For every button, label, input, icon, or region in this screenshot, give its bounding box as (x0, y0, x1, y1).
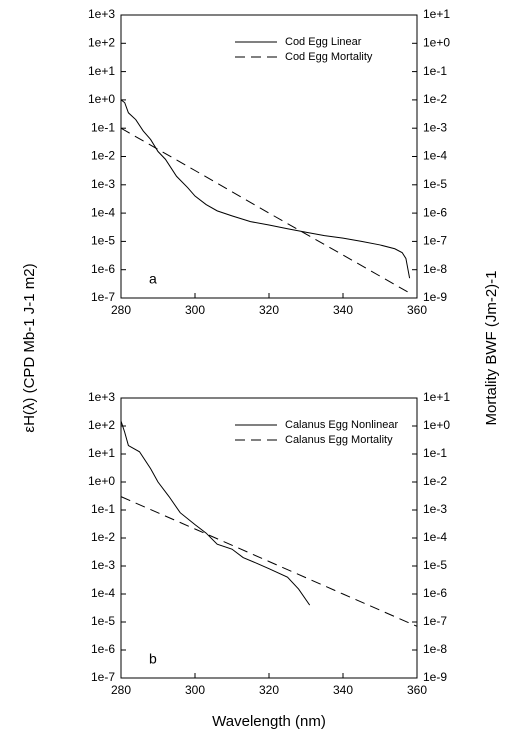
y-tick-label: 1e-3 (91, 558, 115, 572)
y-tick-label: 1e-2 (91, 149, 115, 163)
legend-label: Cod Egg Linear (285, 36, 362, 48)
y2-tick-label: 1e-5 (423, 177, 447, 191)
y-tick-label: 1e-7 (91, 290, 115, 304)
x-tick-label: 360 (407, 303, 427, 317)
y-tick-label: 1e+3 (88, 390, 115, 404)
y2-tick-label: 1e-3 (423, 120, 447, 134)
y-tick-label: 1e+0 (88, 474, 115, 488)
series-line (120, 99, 411, 279)
y-tick-label: 1e-3 (91, 177, 115, 191)
legend-label: Calanus Egg Nonlinear (285, 419, 398, 431)
y-tick-label: 1e-4 (91, 586, 115, 600)
y2-tick-label: 1e-9 (423, 290, 447, 304)
series-line (120, 496, 418, 627)
y-tick-label: 1e-6 (91, 642, 115, 656)
x-axis-label: Wavelength (nm) (212, 713, 326, 730)
y2-tick-label: 1e-1 (423, 446, 447, 460)
y2-tick-label: 1e-7 (423, 614, 447, 628)
x-tick-label: 300 (185, 303, 205, 317)
y-axis-label: εH(λ) (CPD Mb-1 J-1 m2) (21, 263, 38, 432)
series-line (120, 127, 410, 294)
y-tick-label: 1e+2 (88, 35, 115, 49)
y2-tick-label: 1e+0 (423, 418, 450, 432)
x-tick-label: 340 (333, 683, 353, 697)
panel-label: b (149, 651, 157, 667)
y2-tick-label: 1e+0 (423, 35, 450, 49)
legend-label: Cod Egg Mortality (285, 51, 373, 63)
x-tick-label: 360 (407, 683, 427, 697)
y-tick-label: 1e+2 (88, 418, 115, 432)
x-tick-label: 340 (333, 303, 353, 317)
y-tick-label: 1e-2 (91, 530, 115, 544)
x-tick-label: 300 (185, 683, 205, 697)
y2-tick-label: 1e-2 (423, 474, 447, 488)
y2-tick-label: 1e+1 (423, 390, 450, 404)
panel-label: a (149, 271, 157, 287)
y2-axis-label: Mortality BWF (Jm-2)-1 (483, 271, 500, 426)
y-tick-label: 1e-7 (91, 670, 115, 684)
y2-tick-label: 1e-6 (423, 205, 447, 219)
y2-tick-label: 1e-1 (423, 64, 447, 78)
y-tick-label: 1e+0 (88, 92, 115, 106)
y2-tick-label: 1e-4 (423, 530, 447, 544)
y-tick-label: 1e-6 (91, 262, 115, 276)
y2-tick-label: 1e+1 (423, 7, 450, 21)
y-tick-label: 1e-1 (91, 502, 115, 516)
x-tick-label: 280 (111, 683, 131, 697)
y2-tick-label: 1e-4 (423, 149, 447, 163)
y2-tick-label: 1e-8 (423, 262, 447, 276)
y-tick-label: 1e-5 (91, 614, 115, 628)
y-tick-label: 1e-5 (91, 234, 115, 248)
x-tick-label: 320 (259, 303, 279, 317)
y-tick-label: 1e-1 (91, 120, 115, 134)
y2-tick-label: 1e-9 (423, 670, 447, 684)
x-tick-label: 320 (259, 683, 279, 697)
y2-tick-label: 1e-3 (423, 502, 447, 516)
y2-tick-label: 1e-5 (423, 558, 447, 572)
y-tick-label: 1e+1 (88, 446, 115, 460)
series-line (120, 420, 311, 606)
y2-tick-label: 1e-2 (423, 92, 447, 106)
y2-tick-label: 1e-6 (423, 586, 447, 600)
y2-tick-label: 1e-8 (423, 642, 447, 656)
y-tick-label: 1e-4 (91, 205, 115, 219)
legend-label: Calanus Egg Mortality (285, 434, 393, 446)
y2-tick-label: 1e-7 (423, 234, 447, 248)
x-tick-label: 280 (111, 303, 131, 317)
y-tick-label: 1e+1 (88, 64, 115, 78)
y-tick-label: 1e+3 (88, 7, 115, 21)
